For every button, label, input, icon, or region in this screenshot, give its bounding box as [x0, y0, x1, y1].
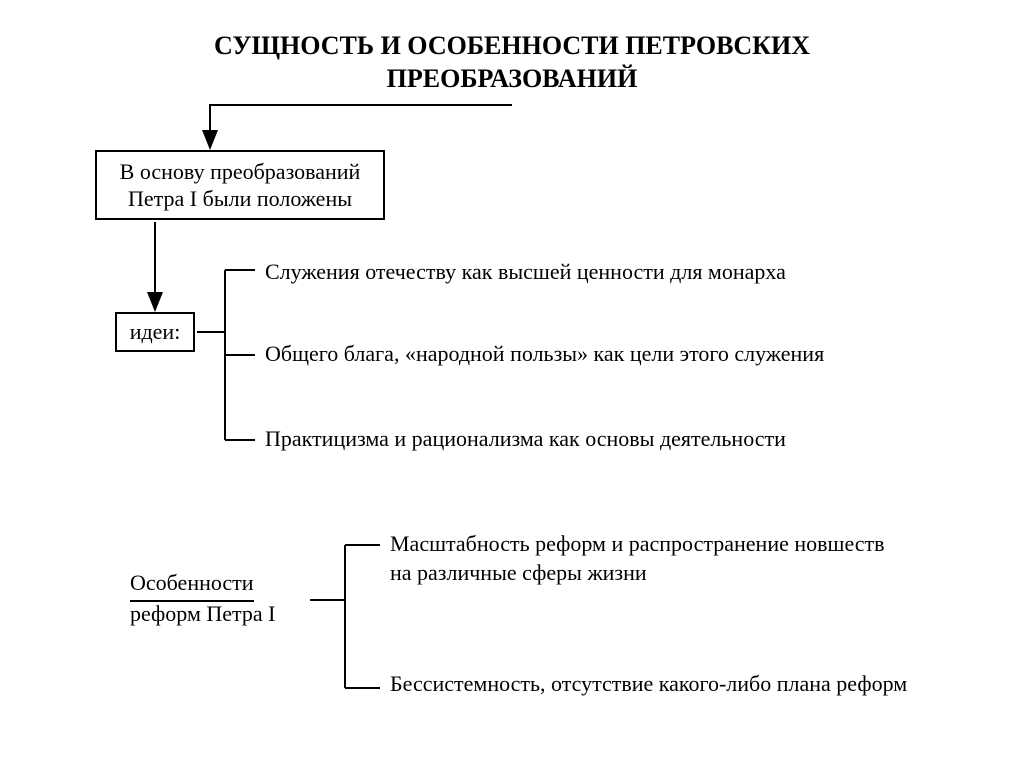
box-ideas-text: идеи: — [130, 319, 181, 345]
box-basis: В основу преобразований Петра I были пол… — [95, 150, 385, 220]
idea-1: Служения отечеству как высшей ценности д… — [265, 258, 885, 287]
feature-1: Масштабность реформ и распространение но… — [390, 530, 890, 587]
diagram-title: СУЩНОСТЬ И ОСОБЕННОСТИ ПЕТРОВСКИХ ПРЕОБР… — [0, 30, 1024, 95]
arrow-title-to-basis — [0, 0, 1024, 767]
arrow-basis-to-ideas — [0, 0, 1024, 767]
title-line-2: ПРЕОБРАЗОВАНИЙ — [387, 64, 638, 93]
box-ideas: идеи: — [115, 312, 195, 352]
features-label-line2: реформ Петра I — [130, 600, 276, 629]
title-line-1: СУЩНОСТЬ И ОСОБЕННОСТИ ПЕТРОВСКИХ — [214, 31, 810, 60]
features-label-line1: Особенности — [130, 569, 254, 602]
box-basis-text: В основу преобразований Петра I были пол… — [111, 158, 369, 213]
idea-3: Практицизма и рационализма как основы де… — [265, 425, 885, 454]
feature-2: Бессистемность, отсутствие какого-либо п… — [390, 670, 910, 699]
bracket-features — [0, 0, 1024, 767]
bracket-ideas — [0, 0, 1024, 767]
idea-2: Общего блага, «народной пользы» как цели… — [265, 340, 885, 369]
